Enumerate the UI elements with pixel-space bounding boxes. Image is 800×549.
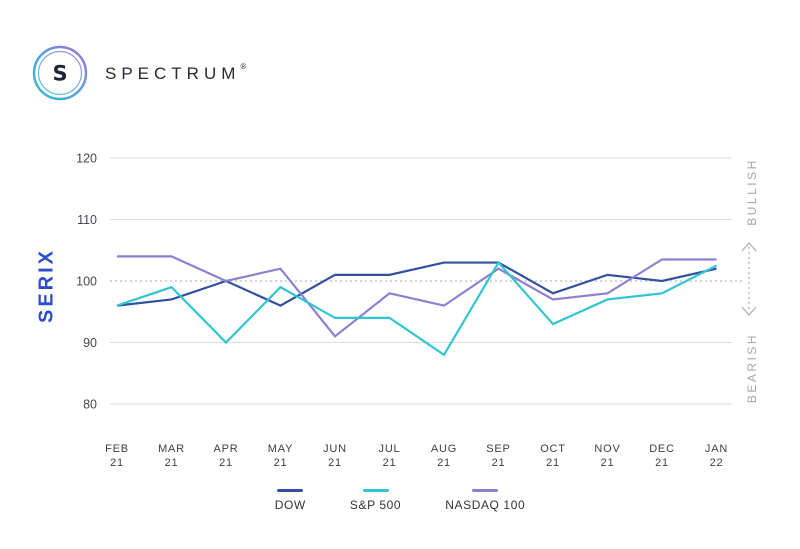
brand-name-text: SPECTRUM [105, 64, 241, 83]
arrow-down-chevron-icon [741, 306, 757, 316]
registered-trademark: ® [240, 62, 247, 71]
legend-swatch-s-p-500 [362, 489, 389, 492]
x-tick-jul-21: JUL 21 [379, 443, 401, 469]
spectrum-logo-icon: S [32, 45, 88, 101]
logo-monogram: S [52, 62, 67, 86]
x-tick-sep-21: SEP 21 [486, 443, 510, 469]
series-line-s-p-500 [116, 260, 717, 357]
x-tick-jan-22: JAN 22 [705, 443, 728, 469]
y-tick-80: 80 [83, 398, 97, 412]
x-tick-jun-21: JUN 21 [323, 443, 347, 469]
trend-arrow [741, 242, 757, 316]
legend-item-s-p-500: S&P 500 [350, 489, 401, 512]
legend: DOW S&P 500 NASDAQ 100 [0, 489, 800, 512]
legend-item-nasdaq-100: NASDAQ 100 [445, 489, 525, 512]
legend-label-nasdaq-100: NASDAQ 100 [445, 498, 526, 512]
legend-label-s-p-500: S&P 500 [349, 498, 402, 512]
x-tick-dec-21: DEC 21 [649, 443, 675, 469]
x-tick-feb-21: FEB 21 [105, 443, 129, 469]
arrow-up-chevron-icon [741, 242, 757, 252]
legend-swatch-nasdaq-100 [472, 489, 499, 492]
legend-label-dow: DOW [274, 498, 306, 512]
x-tick-aug-21: AUG 21 [431, 443, 457, 469]
y-tick-100: 100 [76, 275, 97, 289]
brand-header: S SPECTRUM® [30, 43, 246, 103]
x-tick-mar-21: MAR 21 [158, 443, 185, 469]
legend-swatch-dow [277, 489, 304, 492]
x-tick-oct-21: OCT 21 [540, 443, 566, 469]
brand-name: SPECTRUM® [105, 62, 246, 84]
x-tick-may-21: MAY 21 [268, 443, 293, 469]
y-tick-120: 120 [76, 152, 97, 166]
x-tick-apr-21: APR 21 [213, 443, 238, 469]
series-line-nasdaq-100 [117, 255, 717, 338]
y-tick-110: 110 [77, 213, 97, 227]
legend-item-dow: DOW [275, 489, 306, 512]
series-line-dow [116, 261, 717, 307]
x-tick-nov-21: NOV 21 [594, 443, 620, 469]
y-tick-90: 90 [83, 336, 97, 350]
